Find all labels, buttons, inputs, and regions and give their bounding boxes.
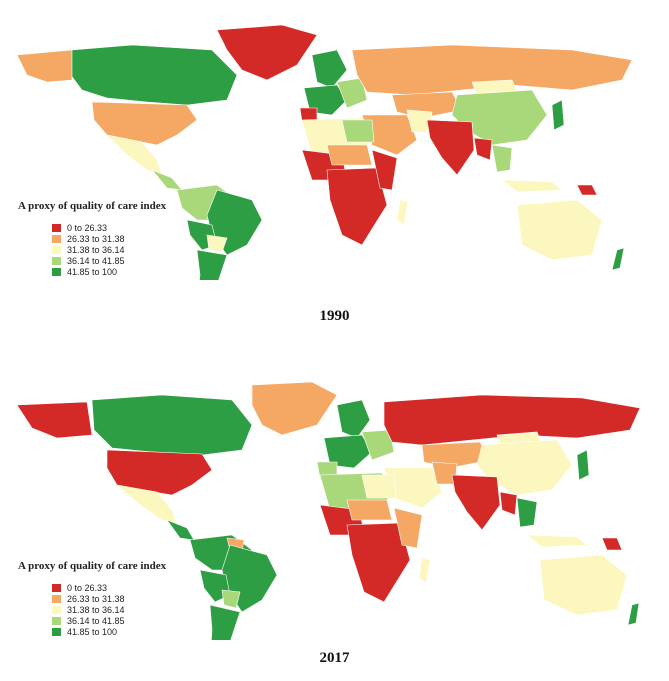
region-greenland [251,381,338,436]
region-madagascar [396,199,409,226]
region-east-africa [371,149,398,191]
region-egypt-libya [361,474,397,499]
region-argentina-chile [196,249,228,280]
legend-item: 36.14 to 41.85 [52,255,166,266]
region-south-asia [451,474,501,531]
map-panel-2017: A proxy of quality of care index 0 to 26… [0,340,669,681]
region-southeast-asia [473,137,493,161]
legend-label: 31.38 to 36.14 [67,604,125,615]
legend-label: 0 to 26.33 [67,582,108,593]
legend-item: 31.38 to 36.14 [52,244,166,255]
region-greenland [216,24,318,81]
legend-1990: A proxy of quality of care index 0 to 26… [18,200,166,277]
region-papua [601,537,623,551]
world-map-2017 [16,381,640,640]
region-eastern-europe [336,77,368,109]
legend-label: 0 to 26.33 [67,222,108,233]
region-russia [383,394,640,446]
region-usa [106,449,213,496]
region-bolivia [206,234,228,253]
legend-swatch [52,583,61,592]
region-scandinavia [336,399,371,439]
region-east-africa [393,507,423,549]
region-central-america [166,519,195,541]
legend-label: 26.33 to 31.38 [67,233,125,244]
region-argentina-chile [209,604,241,640]
region-central-america [151,169,183,191]
region-new-zealand [627,602,640,626]
region-bangladesh [499,491,518,516]
year-label-1990: 1990 [319,308,350,324]
legend-label: 36.14 to 41.85 [67,255,125,266]
legend-swatch [52,605,61,614]
region-egypt-libya [341,119,375,143]
legend-title: A proxy of quality of care index [18,200,167,212]
map-panel-1990: A proxy of quality of care index 0 to 26… [0,0,669,340]
region-eastern-europe [361,429,395,461]
world-map-1990 [16,24,633,280]
legend-item: 41.85 to 100 [52,266,166,277]
legend-label: 31.38 to 36.14 [67,244,125,255]
legend-item: 41.85 to 100 [52,626,166,637]
region-russia [351,44,633,96]
region-china [476,439,573,496]
region-madagascar [418,557,431,584]
region-australia [539,554,628,616]
region-papua [576,184,598,196]
region-sahel [346,499,393,521]
legend-swatch [52,234,61,243]
region-indonesia [526,534,588,548]
region-china [451,89,548,146]
legend-item: 0 to 26.33 [52,222,166,233]
region-western-europe [323,434,373,469]
region-indochina [491,144,513,173]
legend-swatch [52,594,61,603]
region-bolivia [221,589,241,609]
region-japan [551,99,565,131]
legend-label: 26.33 to 31.38 [67,593,125,604]
legend-label: 41.85 to 100 [67,266,118,277]
legend-2017: A proxy of quality of care index 0 to 26… [18,560,166,637]
legend-swatch [52,267,61,276]
legend-item: 31.38 to 36.14 [52,604,166,615]
region-alaska [16,49,73,83]
region-japan [576,449,590,481]
legend-item: 0 to 26.33 [52,582,166,593]
legend-item: 26.33 to 31.38 [52,233,166,244]
legend-swatch [52,616,61,625]
region-sahel [326,144,373,166]
legend-swatch [52,223,61,232]
year-label-2017: 2017 [319,650,350,666]
region-central-asia [421,441,491,469]
legend-swatch [52,245,61,254]
region-south-asia [426,119,475,176]
region-new-zealand [611,247,625,271]
region-alaska [16,401,93,439]
region-canada [91,394,253,456]
legend-label: 41.85 to 100 [67,626,118,637]
region-indochina [516,497,538,528]
region-canada [66,44,238,106]
legend-swatch [52,256,61,265]
legend-swatch [52,627,61,636]
region-indonesia [501,179,563,193]
legend-title: A proxy of quality of care index [18,560,167,572]
legend-item: 36.14 to 41.85 [52,615,166,626]
region-usa [91,101,198,146]
region-australia [516,199,603,261]
legend-item: 26.33 to 31.38 [52,593,166,604]
region-scandinavia [311,49,348,89]
legend-label: 36.14 to 41.85 [67,615,125,626]
